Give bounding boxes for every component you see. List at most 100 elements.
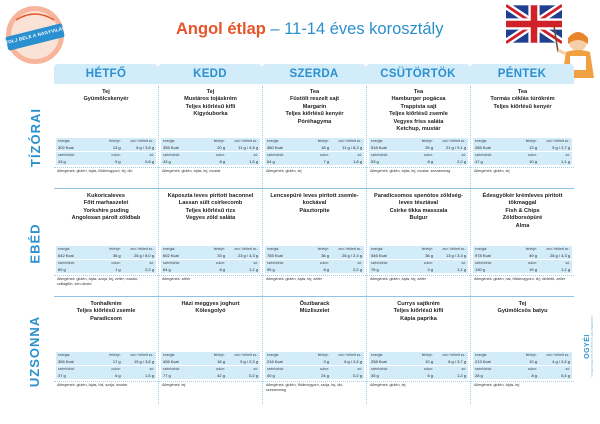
nutrition-label: szénhidrát:	[58, 367, 75, 371]
allergen-info: Allergének: glutén, tojás, tej, zeller	[367, 275, 470, 283]
dish-list: Tej Gyümölcsös batyu	[471, 301, 574, 316]
dish-item: Fish & Chips	[505, 207, 540, 214]
nutrition-label: só:	[253, 261, 258, 265]
logo-badge: KÓSTOLJ BELE A NAGYVILÁGBA!	[0, 2, 76, 68]
nutrition-value: 1,8 g	[353, 159, 362, 164]
nutrition-item: zsír / telített zs.: 5 g / 2,7 g	[539, 138, 572, 151]
dish-item: Tea	[309, 89, 320, 95]
nutrition-value: 5 g / 2,7 g	[552, 145, 570, 150]
dish-list: Tea Hamburger pogácsa Trappista sajt Teljes…	[367, 89, 470, 133]
nutrition-value: 17 g	[112, 359, 121, 364]
dish-item: Yorkshire puding	[83, 207, 129, 214]
nutrition-value: 6 g	[115, 373, 121, 378]
dish-item: Kígyóuborka	[193, 111, 228, 118]
nutrition-label: zsír / telített zs.:	[442, 353, 466, 357]
dish-item: Paradicsomos spenótos zöldség-	[374, 193, 463, 199]
nutrition-label: cukor:	[423, 367, 433, 371]
nutrition-value: 13 g	[112, 145, 121, 150]
nutrition-value: 6 g / 2,4 g	[344, 359, 362, 364]
nutrition-value: 11 g / 4,5 g	[238, 145, 258, 150]
nutrition-row-carbs: szénhidrát: 130 g cukor: 19 g só: 1,2 g	[473, 260, 572, 273]
nutrition-row-carbs: szénhidrát: 76 g cukor: 4 g só: 1,1 g	[369, 260, 468, 273]
nutrition-row-carbs: szénhidrát: 69 g cukor: 1 g só: 2,2 g	[56, 260, 156, 273]
row-divider	[54, 188, 574, 189]
nutrition-item: fehérje: 18 g	[298, 138, 331, 151]
nutrition-label: fehérje:	[421, 139, 433, 143]
nutrition-label: zsír / telített zs.:	[234, 139, 258, 143]
allergen-info: Allergének: glutén, tej	[471, 167, 574, 175]
nutrition-item: szénhidrát: 40 g	[265, 366, 298, 379]
nutrition-item: energia: 216 Kcal	[265, 352, 298, 365]
nutrition-value: 355 Kcal	[163, 145, 179, 150]
nutrition-item: zsír / telített zs.: 11 g / 8,2 g	[331, 138, 364, 151]
nutrition-item: energia: 285 Kcal	[473, 138, 506, 151]
nutrition-item: szénhidrát: 77 g	[161, 366, 194, 379]
dish-item: kockával	[302, 200, 327, 207]
nutrition-value: 9 g	[115, 159, 121, 164]
logo-text: KÓSTOLJ BELE A NAGYVILÁGBA!	[0, 22, 76, 48]
nutrition-label: cukor:	[527, 261, 537, 265]
nutrition-label: szénhidrát:	[371, 367, 388, 371]
nutrition-label: szénhidrát:	[267, 153, 284, 157]
nutrition-label: energia:	[475, 353, 488, 357]
allergen-info: Allergének: tej	[159, 381, 262, 389]
nutrition-label: energia:	[163, 353, 176, 357]
nutrition-label: só:	[565, 261, 570, 265]
nutrition-label: szénhidrát:	[163, 367, 180, 371]
dish-list: Paradicsomos spenótos zöldség-leves tész…	[367, 193, 470, 223]
nutrition-item: fehérje: 36 g	[402, 246, 435, 259]
nutrition-row-energy: energia: 406 Kcal fehérje: 18 g zsír / telít…	[161, 352, 260, 365]
nutrition-row-energy: energia: 518 Kcal fehérje: 25 g zsír / telít…	[369, 138, 468, 151]
nutrition-label: cukor:	[215, 261, 225, 265]
page-title: Angol étlap – 11-14 éves korosztály	[176, 20, 443, 39]
dish-item: Ketchup, mustár	[396, 126, 441, 133]
nutrition-label: energia:	[371, 353, 384, 357]
nutrition-row-energy: energia: 285 Kcal fehérje: 13 g zsír / telít…	[473, 138, 572, 151]
nutrition-value: 47 g	[475, 159, 483, 164]
nutrition-label: fehérje:	[525, 247, 537, 251]
nutrition-label: fehérje:	[421, 353, 433, 357]
nutrition-row-energy: energia: 546 Kcal fehérje: 36 g zsír / telít…	[369, 246, 468, 259]
nutrition-value: 6 g	[427, 373, 433, 378]
dish-list: Kukoricaleves Főtt marhaszelet Yorkshire p…	[54, 193, 158, 223]
nutrition-item: energia: 765 Kcal	[265, 246, 298, 259]
dish-item: Csirke tikka masszala	[389, 207, 448, 214]
nutrition-item: energia: 480 Kcal	[265, 138, 298, 151]
menu-cell-friday: Édesgyökér krémleves pirított tökmaggal Fi…	[470, 190, 574, 296]
nutrition-label: energia:	[475, 247, 488, 251]
nutrition-item: cukor: 8 g	[506, 366, 539, 379]
menu-cell-tuesday: Tej Mustáros tojáskrém Teljes kiőrlésű kif…	[158, 86, 262, 188]
ogyei-logo: OGYÉI Országos Gyógyszerészeti és Élelme…	[578, 296, 596, 396]
dish-item: Angolosan párolt zöldbab	[71, 215, 141, 222]
nutrition-label: só:	[461, 367, 466, 371]
nutrition-item: só: 0,4 g	[539, 366, 572, 379]
nutrition-row-carbs: szénhidrát: 28 g cukor: 8 g só: 0,4 g	[473, 366, 572, 379]
nutrition-label: zsír / telített zs.:	[234, 353, 258, 357]
nutrition-value: 19 g	[529, 267, 537, 272]
nutrition-label: energia:	[163, 247, 176, 251]
dish-list: Édesgyökér krémleves pirított tökmaggal Fi…	[471, 193, 574, 230]
nutrition-label: só:	[357, 153, 362, 157]
nutrition-label: zsír / telített zs.:	[338, 353, 362, 357]
nutrition-row-energy: energia: 355 Kcal fehérje: 20 g zsír / telít…	[161, 138, 260, 151]
nutrition-label: zsír / telített zs.:	[338, 247, 362, 251]
nutrition-value: 40 g	[267, 373, 275, 378]
nutrition-item: szénhidrát: 69 g	[56, 260, 89, 273]
nutrition-row-energy: energia: 978 Kcal fehérje: 49 g zsír / telít…	[473, 246, 572, 259]
nutrition-item: só: 1,5 g	[227, 152, 260, 165]
nutrition-value: 0,2 g	[353, 373, 362, 378]
nutrition-item: só: 2,2 g	[331, 260, 364, 273]
nutrition-value: 406 Kcal	[163, 359, 179, 364]
nutrition-item: szénhidrát: 37 g	[56, 366, 89, 379]
row-divider	[54, 296, 574, 297]
dish-item: Teljes kiőrlésű kenyér	[493, 103, 552, 110]
nutrition-item: zsír / telített zs.: 11 g / 4,5 g	[227, 138, 260, 151]
nutrition-value: 23 g / 4,3 g	[237, 253, 258, 258]
dish-item: Vegyes friss saláta	[393, 118, 444, 125]
nutrition-item: só: 0,2 g	[227, 366, 260, 379]
nutrition-item: zsír / telített zs.: 21 g / 9,1 g	[435, 138, 468, 151]
nutrition-label: cukor:	[111, 153, 121, 157]
nutrition-value: 1,5 g	[145, 373, 154, 378]
nutrition-row-energy: energia: 302 Kcal fehérje: 13 g zsír / telít…	[56, 138, 156, 151]
nutrition-item: fehérje: 13 g	[506, 138, 539, 151]
